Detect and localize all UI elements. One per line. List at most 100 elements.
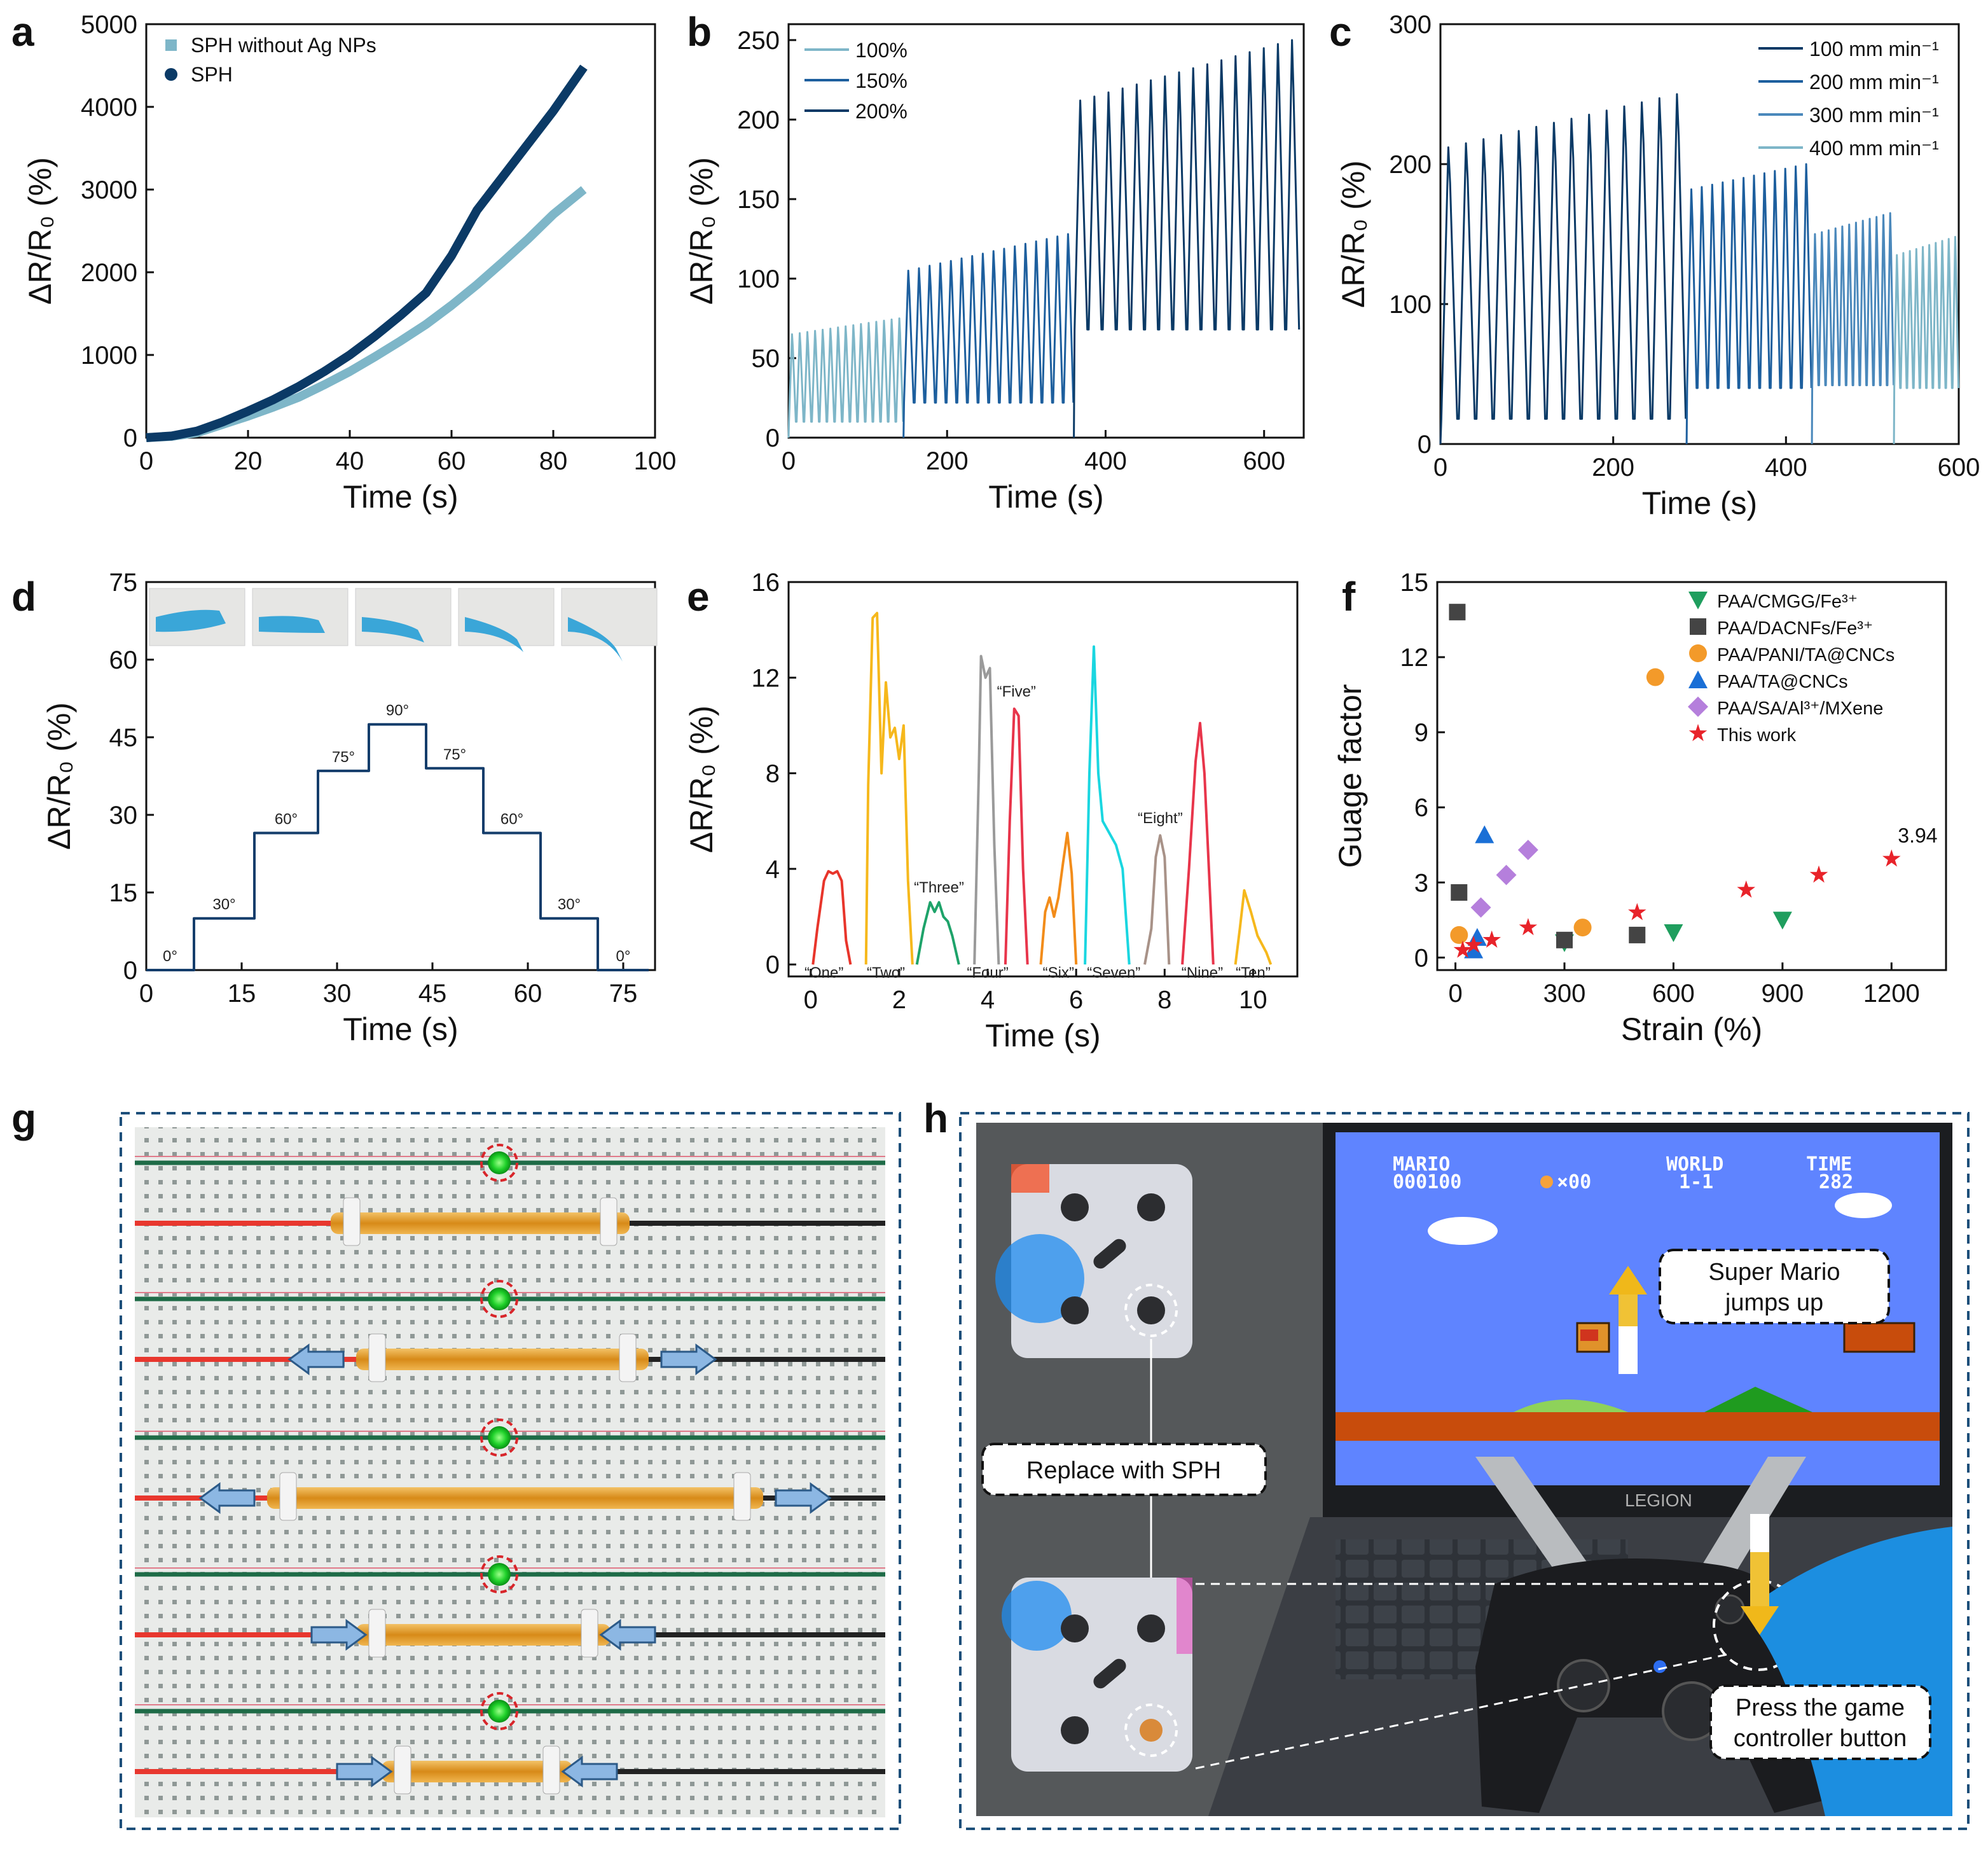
x-tick-label: 0 <box>804 986 818 1014</box>
y-tick-label: 0 <box>766 424 780 452</box>
x-tick-label: 60 <box>514 980 542 1008</box>
angle-label: 0° <box>616 948 631 965</box>
x-tick-label: 6 <box>1069 986 1083 1014</box>
legend-marker <box>1688 592 1708 609</box>
clip-left <box>279 1472 297 1521</box>
finger-bend-photos <box>149 588 658 662</box>
panel-g-frame <box>120 1112 901 1830</box>
data-point <box>1451 884 1468 901</box>
legend-label: 150% <box>855 69 908 92</box>
angle-label: 60° <box>275 810 298 828</box>
y-tick-label: 15 <box>1400 569 1429 597</box>
clip-left <box>368 1609 386 1658</box>
chart-e: 0 2 4 6 8 10 0 4 8 12 16 Time (s) ΔR/R₀ (%) “One” “Two… <box>684 569 1299 1053</box>
y-tick-label: 45 <box>109 724 138 752</box>
data-point <box>1517 840 1538 861</box>
led-icon <box>488 1426 511 1449</box>
stretch-arrow-icon <box>198 1482 256 1514</box>
y-tick-label: 4 <box>766 856 780 884</box>
controller-button-icon <box>1715 1594 1745 1625</box>
step-series <box>146 723 649 971</box>
legend-label: 100% <box>855 39 908 62</box>
angle-label: 75° <box>443 746 466 763</box>
led-icon <box>488 1700 511 1723</box>
word-series-9 <box>1234 889 1273 965</box>
angle-label: 75° <box>332 749 355 766</box>
angle-label: 30° <box>558 896 581 913</box>
finger-glove <box>362 617 424 642</box>
stretch-arrow-icon <box>660 1343 717 1375</box>
x-tick-label: 100 <box>634 447 677 475</box>
legend-marker <box>1689 644 1707 662</box>
y-tick-label: 300 <box>1389 11 1432 39</box>
word-series-0 <box>811 870 852 965</box>
x-tick-label: 2 <box>892 986 906 1014</box>
coin-icon <box>1540 1176 1553 1188</box>
panel-label-c: c <box>1329 9 1352 55</box>
data-point <box>1556 931 1573 948</box>
y-tick-label: 100 <box>1389 291 1432 319</box>
jump-arrow-icon <box>1609 1266 1647 1374</box>
y-tick-label: 75 <box>109 569 138 597</box>
word-label: “Four” <box>967 964 1008 982</box>
cycle-series-0 <box>1439 93 1687 445</box>
cycle-series-3 <box>1893 235 1959 445</box>
legend-marker <box>1690 618 1706 635</box>
button-inset-before <box>995 1164 1192 1358</box>
cycle-series-2 <box>1073 39 1301 438</box>
angle-label: 30° <box>212 896 235 913</box>
clip-right <box>542 1745 560 1794</box>
data-point <box>1573 919 1592 937</box>
legend-label: 200 mm min⁻¹ <box>1809 71 1939 94</box>
legend-label: 400 mm min⁻¹ <box>1809 137 1939 160</box>
breadboard-photo <box>120 1112 901 1830</box>
word-series-3 <box>973 655 1000 965</box>
mario-hud-world: 1-1 <box>1679 1171 1713 1193</box>
finger-glove <box>156 609 226 632</box>
laptop-brand: LEGION <box>1625 1490 1692 1510</box>
cloud-icon <box>1428 1193 1892 1245</box>
y-tick-label: 1000 <box>81 342 137 370</box>
legend-label: SPH <box>191 63 233 86</box>
data-point <box>1809 865 1828 883</box>
word-label: “Seven” <box>1087 964 1140 982</box>
panel-label-d: d <box>11 574 36 620</box>
y-tick-label: 0 <box>1414 944 1428 972</box>
y-tick-label: 0 <box>766 951 780 979</box>
word-label: “Eight” <box>1138 810 1183 827</box>
x-tick-label: 8 <box>1157 986 1171 1014</box>
legend: 100 mm min⁻¹ 200 mm min⁻¹ 300 mm min⁻¹ 400 … <box>1758 38 1939 160</box>
word-label: “Three” <box>914 879 964 896</box>
finger-glove <box>568 617 623 662</box>
x-tick-label: 30 <box>323 980 352 1008</box>
data-point <box>1882 849 1901 867</box>
y-tick-label: 15 <box>109 879 138 907</box>
mario-hud-name: MARIO <box>1393 1153 1450 1176</box>
data-point <box>1737 880 1755 898</box>
callout-press <box>1709 1684 1931 1760</box>
plot-frame <box>1439 23 1960 445</box>
led-highlight <box>480 1280 518 1318</box>
cycle-series-0 <box>787 317 904 438</box>
x-tick-label: 600 <box>1652 980 1695 1008</box>
hydrogel-strip <box>267 1487 763 1509</box>
stretch-arrow-icon <box>599 1619 656 1651</box>
x-axis-label: Time (s) <box>1642 485 1757 521</box>
finger-glove <box>465 617 523 652</box>
data-point <box>1449 604 1466 621</box>
data-point <box>1464 935 1483 953</box>
word-series-7 <box>1143 834 1171 965</box>
panel-label-b: b <box>687 9 712 55</box>
data-point <box>1453 940 1472 958</box>
angle-label: 60° <box>500 810 523 828</box>
callout-jump-line-1: Super Mario <box>1709 1259 1840 1286</box>
plot-frame <box>145 23 656 439</box>
x-axis-label: Time (s) <box>343 479 458 515</box>
legend-marker <box>1688 697 1708 717</box>
x-tick-label: 900 <box>1761 980 1804 1008</box>
y-axis-label: ΔR/R₀ (%) <box>22 157 58 305</box>
panel-label-a: a <box>11 9 34 55</box>
series-line-sph <box>146 64 588 442</box>
